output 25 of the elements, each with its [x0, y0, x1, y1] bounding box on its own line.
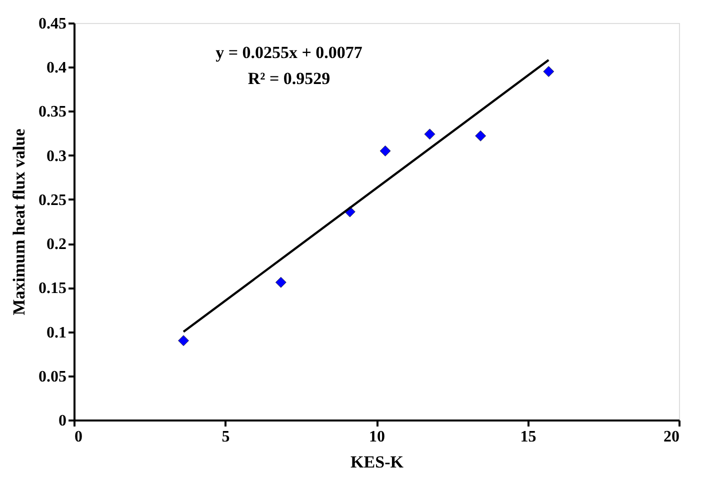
y-tick-label: 0.4: [46, 60, 66, 77]
annotation: R² = 0.9529: [248, 69, 330, 88]
y-tick-label: 0.05: [38, 368, 66, 386]
annotation: y = 0.0255x + 0.0077: [216, 43, 363, 62]
x-tick-label: 15: [520, 428, 536, 446]
point: [543, 66, 554, 78]
x-tick-label: 5: [222, 428, 230, 446]
point: [178, 335, 189, 346]
y-tick-label: 0.35: [38, 104, 66, 121]
y-tick-label: 0.2: [46, 236, 66, 254]
y-tick-label: 0: [58, 412, 66, 430]
x-tick-label: 0: [74, 428, 82, 446]
y-tick-label: 0.25: [38, 192, 66, 209]
y-tick-label: 0.15: [38, 280, 66, 298]
x-axis-title: KES-K: [350, 452, 404, 472]
y-axis-title: Maximum heat flux value: [10, 128, 28, 316]
y-tick-label: 0.1: [46, 324, 66, 342]
point: [380, 145, 391, 156]
point: [275, 276, 286, 288]
x-tick-label: 20: [664, 428, 680, 446]
point: [475, 130, 486, 142]
x-tick-label: 10: [369, 428, 385, 446]
y-tick-label: 0.3: [46, 148, 66, 165]
y-tick-label: 0.45: [38, 16, 66, 32]
point: [424, 128, 436, 140]
